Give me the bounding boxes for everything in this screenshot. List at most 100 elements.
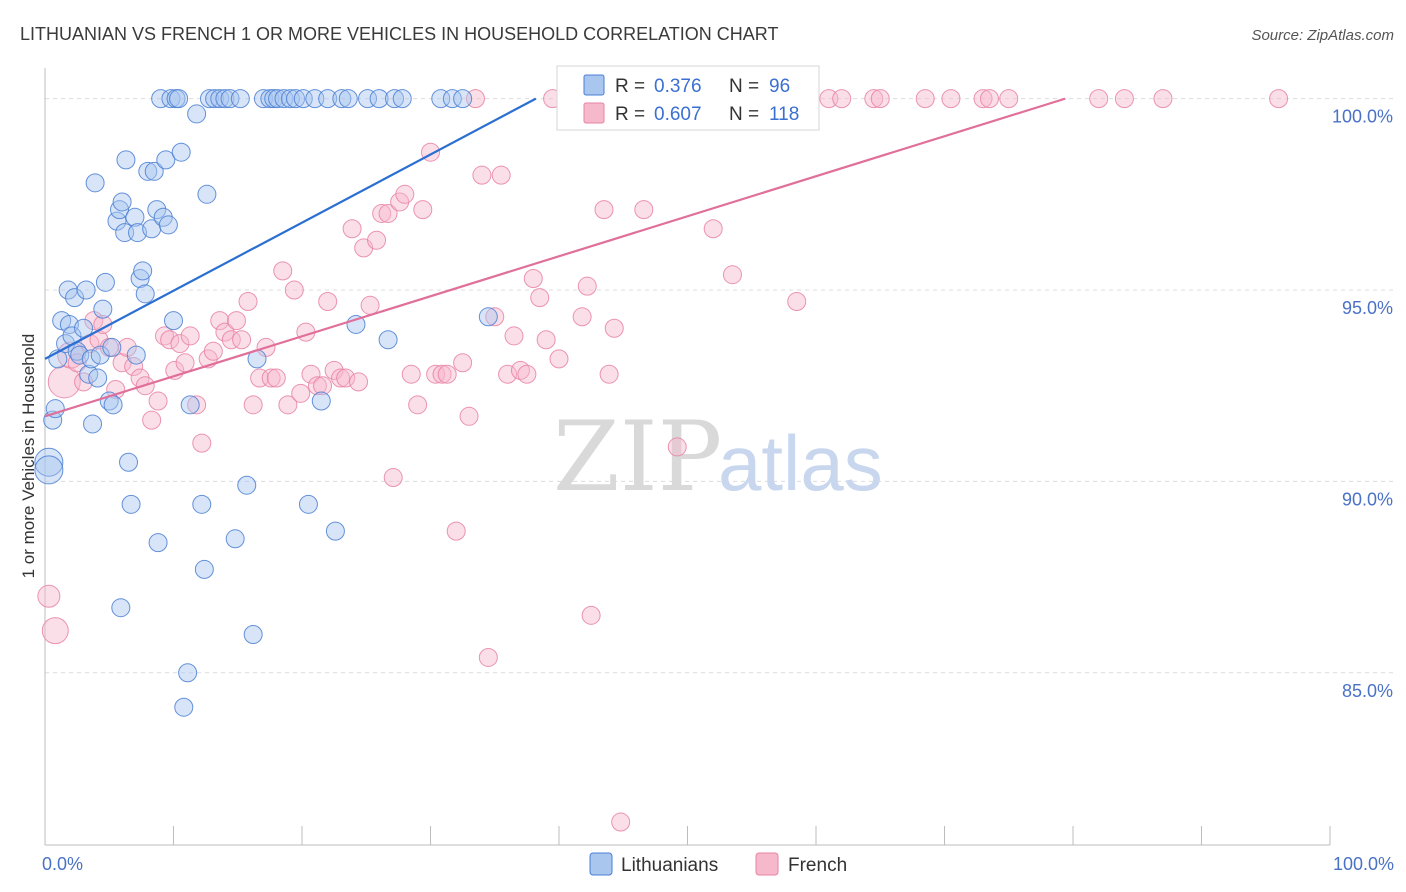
x-tick-label-min: 0.0% bbox=[42, 854, 83, 874]
gridlines bbox=[45, 98, 1395, 674]
stats-r-value-lithuanians: 0.376 bbox=[654, 76, 702, 97]
lithuanians-point bbox=[180, 395, 200, 415]
french-point bbox=[581, 605, 601, 625]
lithuanians-point bbox=[85, 173, 105, 193]
trend-lines bbox=[44, 97, 1066, 418]
french-point bbox=[221, 330, 241, 350]
french-point bbox=[41, 617, 69, 645]
chart-title: LITHUANIAN VS FRENCH 1 OR MORE VEHICLES … bbox=[20, 24, 778, 44]
lithuanians-point bbox=[431, 89, 451, 109]
lithuanians-point bbox=[148, 533, 168, 553]
french-point bbox=[491, 165, 511, 185]
french-point bbox=[915, 89, 935, 109]
french-point bbox=[273, 261, 293, 281]
french-point bbox=[787, 291, 807, 311]
french-point bbox=[395, 184, 415, 204]
lithuanians-point bbox=[164, 311, 183, 331]
legend-swatch-lithuanians bbox=[589, 852, 613, 876]
lithuanians-point bbox=[205, 89, 225, 109]
french-point bbox=[250, 368, 270, 388]
stats-legend: R = 0.376 N = 96 R = 0.607 N = 118 bbox=[556, 65, 820, 131]
lithuanians-point bbox=[194, 559, 214, 579]
french-point bbox=[372, 203, 392, 223]
french-point bbox=[459, 406, 479, 426]
lithuanians-point bbox=[88, 368, 108, 388]
lithuanians-point bbox=[243, 624, 263, 644]
lithuanians-point bbox=[215, 89, 235, 109]
french-point bbox=[1269, 89, 1289, 109]
lithuanians-point bbox=[293, 89, 313, 109]
lithuanians-point bbox=[99, 391, 119, 411]
french-point bbox=[577, 276, 597, 296]
french-point bbox=[611, 812, 631, 832]
french-point bbox=[426, 364, 446, 384]
lithuanians-point bbox=[199, 89, 219, 109]
french-point bbox=[349, 372, 369, 392]
french-point bbox=[175, 353, 195, 373]
lithuanians-point bbox=[121, 494, 141, 514]
french-point bbox=[284, 280, 304, 300]
lithuanians-point bbox=[95, 272, 115, 292]
french-point bbox=[517, 364, 537, 384]
french-point bbox=[413, 200, 433, 220]
french-point bbox=[1153, 89, 1173, 109]
french-point bbox=[210, 311, 230, 331]
french-point bbox=[238, 291, 258, 311]
lithuanians-point bbox=[45, 399, 65, 419]
french-point bbox=[261, 368, 281, 388]
lithuanians-point bbox=[90, 345, 110, 365]
lithuanians-point bbox=[318, 89, 338, 109]
french-point bbox=[504, 326, 524, 346]
french-point bbox=[232, 330, 252, 350]
lithuanians-point bbox=[220, 89, 240, 109]
french-point bbox=[722, 265, 742, 285]
lithuanians-point bbox=[34, 455, 64, 485]
french-point bbox=[453, 353, 473, 373]
french-point bbox=[870, 89, 890, 109]
lithuanians-point bbox=[253, 89, 273, 109]
y-axis-tick-labels: 85.0% 90.0% 95.0% 100.0% bbox=[1332, 107, 1393, 701]
lithuanians-point bbox=[161, 89, 181, 109]
french-point bbox=[1089, 89, 1109, 109]
french-point bbox=[572, 307, 592, 327]
french-point bbox=[1114, 89, 1134, 109]
french-point bbox=[549, 349, 569, 369]
lithuanians-point bbox=[130, 269, 150, 289]
lithuanians-point bbox=[102, 337, 122, 357]
lithuanians-point bbox=[107, 211, 127, 231]
lithuanians-point bbox=[369, 89, 389, 109]
french-point bbox=[367, 230, 387, 250]
lithuanians-point bbox=[110, 200, 130, 220]
stats-r-label-french: R = bbox=[615, 104, 645, 125]
lithuanians-point bbox=[311, 391, 331, 411]
french-point bbox=[832, 89, 852, 109]
french-point bbox=[180, 326, 200, 346]
lithuanians-point bbox=[147, 200, 167, 220]
french-point bbox=[360, 295, 380, 315]
lithuanians-point bbox=[171, 142, 191, 162]
lithuanians-trend-line bbox=[44, 97, 537, 360]
french-point bbox=[446, 521, 466, 541]
lithuanians-point bbox=[478, 307, 498, 327]
french-point bbox=[401, 364, 421, 384]
lithuanians-point bbox=[128, 223, 148, 243]
stats-r-value-french: 0.607 bbox=[654, 104, 702, 125]
legend-label-french: French bbox=[788, 855, 847, 876]
lithuanians-point bbox=[385, 89, 405, 109]
french-point bbox=[243, 395, 263, 415]
lithuanians-point bbox=[70, 345, 90, 365]
lithuanians-point bbox=[442, 89, 462, 109]
french-point bbox=[266, 368, 286, 388]
lithuanians-point bbox=[116, 150, 136, 170]
french-point bbox=[941, 89, 961, 109]
french-point bbox=[536, 330, 556, 350]
series-legend: Lithuanians French bbox=[589, 852, 847, 876]
lithuanians-point bbox=[192, 494, 212, 514]
french-point bbox=[301, 364, 321, 384]
y-tick-label: 85.0% bbox=[1342, 681, 1393, 701]
lithuanians-point bbox=[286, 89, 306, 109]
lithuanians-point bbox=[332, 89, 352, 109]
french-point bbox=[203, 341, 223, 361]
y-tick-label: 100.0% bbox=[1332, 107, 1393, 127]
lithuanians-point bbox=[34, 447, 64, 477]
